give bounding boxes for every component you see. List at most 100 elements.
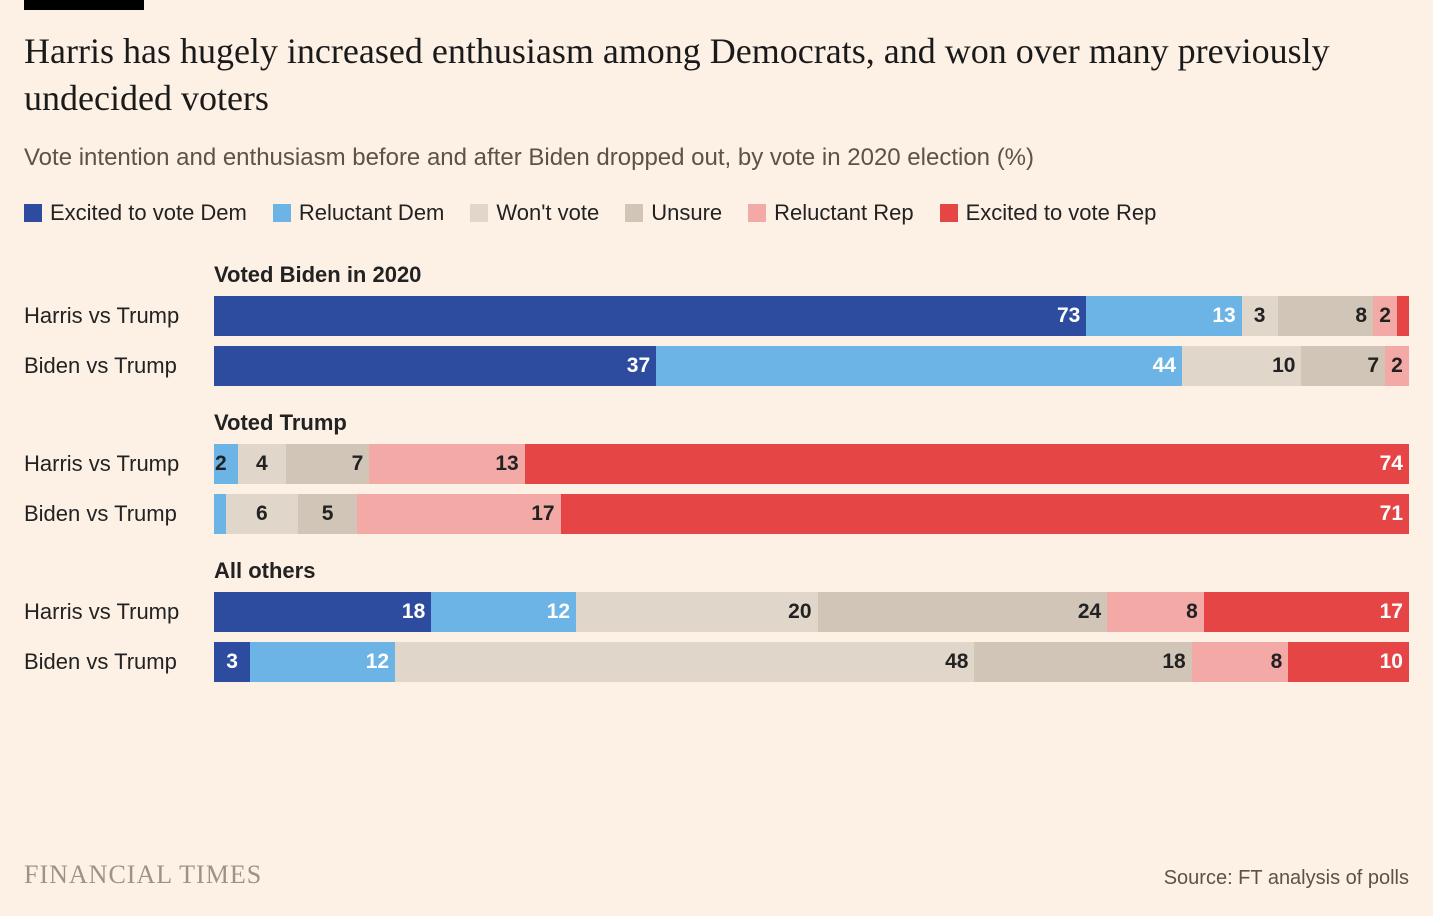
segment-value: 10 bbox=[1380, 650, 1403, 674]
row-label: Biden vs Trump bbox=[24, 649, 214, 675]
bar-segment: 4 bbox=[238, 444, 286, 484]
bar-group: All othersHarris vs Trump18122024817Bide… bbox=[24, 558, 1409, 684]
bar-segment: 8 bbox=[1192, 642, 1289, 682]
stacked-bar: 6 5 1771 bbox=[214, 494, 1409, 534]
bar-segment: 3 bbox=[214, 642, 250, 682]
legend-label: Unsure bbox=[651, 200, 722, 226]
legend-swatch bbox=[940, 204, 958, 222]
segment-value: 3 bbox=[1254, 304, 1266, 328]
legend-swatch bbox=[748, 204, 766, 222]
bar-segment: 18 bbox=[974, 642, 1191, 682]
bar-row: Harris vs Trump24 7 13 74 bbox=[24, 442, 1409, 486]
segment-value: 10 bbox=[1272, 354, 1295, 378]
segment-value: 18 bbox=[402, 600, 425, 624]
legend-label: Reluctant Dem bbox=[299, 200, 445, 226]
legend-item: Excited to vote Rep bbox=[940, 200, 1157, 226]
bar-segment: 2 bbox=[1385, 346, 1409, 386]
bar-segment: 18 bbox=[214, 592, 431, 632]
chart-subtitle: Vote intention and enthusiasm before and… bbox=[24, 144, 1409, 172]
segment-value: 20 bbox=[788, 600, 811, 624]
segment-value: 6 bbox=[256, 502, 268, 526]
bar-segment: 5 bbox=[298, 494, 358, 534]
legend-item: Reluctant Rep bbox=[748, 200, 913, 226]
legend-swatch bbox=[470, 204, 488, 222]
bar-segment: 74 bbox=[525, 444, 1409, 484]
row-label: Harris vs Trump bbox=[24, 451, 214, 477]
bar-segment: 17 bbox=[357, 494, 560, 534]
bar-segment: 10 bbox=[1288, 642, 1409, 682]
bar-segment: 7 bbox=[1301, 346, 1385, 386]
legend: Excited to vote Dem Reluctant Dem Won't vo… bbox=[24, 200, 1409, 226]
group-title: All others bbox=[214, 558, 1409, 584]
bar-segment: 20 bbox=[576, 592, 817, 632]
segment-value: 48 bbox=[945, 650, 968, 674]
segment-value: 5 bbox=[322, 502, 334, 526]
segment-value: 8 bbox=[1355, 304, 1367, 328]
bar-segment: 8 bbox=[1107, 592, 1204, 632]
bar-segment: 73 bbox=[214, 296, 1086, 336]
segment-value: 73 bbox=[1057, 304, 1080, 328]
segment-value: 12 bbox=[366, 650, 389, 674]
bar-row: Biden vs Trump 6 5 1771 bbox=[24, 492, 1409, 536]
segment-value: 3 bbox=[226, 650, 238, 674]
stacked-bar: 73 13 3 82 bbox=[214, 296, 1409, 336]
bar-segment: 12 bbox=[431, 592, 576, 632]
group-title: Voted Biden in 2020 bbox=[214, 262, 1409, 288]
segment-value: 4 bbox=[256, 452, 268, 476]
legend-swatch bbox=[24, 204, 42, 222]
bar-row: Harris vs Trump 73 13 3 82 bbox=[24, 294, 1409, 338]
source-label: Source: FT analysis of polls bbox=[1164, 867, 1409, 890]
bar-segment: 7 bbox=[286, 444, 370, 484]
chart-title: Harris has hugely increased enthusiasm a… bbox=[24, 28, 1404, 122]
segment-value: 17 bbox=[1380, 600, 1403, 624]
segment-value: 2 bbox=[1379, 304, 1391, 328]
stacked-bar: 3 12 48 18 8 10 bbox=[214, 642, 1409, 682]
legend-label: Excited to vote Dem bbox=[50, 200, 247, 226]
bar-segment: 71 bbox=[561, 494, 1409, 534]
bar-segment: 2 bbox=[214, 444, 238, 484]
segment-value: 7 bbox=[1367, 354, 1379, 378]
segment-value: 8 bbox=[1186, 600, 1198, 624]
bar-segment bbox=[214, 494, 226, 534]
legend-item: Unsure bbox=[625, 200, 722, 226]
bar-row: Harris vs Trump 1812 20 24 8 17 bbox=[24, 590, 1409, 634]
footer: FINANCIAL TIMES Source: FT analysis of p… bbox=[24, 860, 1409, 890]
stacked-bar: 1812 20 24 8 17 bbox=[214, 592, 1409, 632]
legend-swatch bbox=[273, 204, 291, 222]
stacked-bar: 24 7 13 74 bbox=[214, 444, 1409, 484]
segment-value: 8 bbox=[1271, 650, 1283, 674]
legend-item: Won't vote bbox=[470, 200, 599, 226]
legend-swatch bbox=[625, 204, 643, 222]
bar-segment: 3 bbox=[1242, 296, 1278, 336]
group-title: Voted Trump bbox=[214, 410, 1409, 436]
accent-bar bbox=[24, 0, 144, 10]
chart-body: Voted Biden in 2020Harris vs Trump731338… bbox=[24, 262, 1409, 684]
segment-value: 7 bbox=[352, 452, 364, 476]
segment-value: 2 bbox=[1391, 354, 1403, 378]
segment-value: 13 bbox=[1212, 304, 1235, 328]
legend-label: Reluctant Rep bbox=[774, 200, 913, 226]
bar-row: Biden vs Trump37441072 bbox=[24, 344, 1409, 388]
bar-segment: 10 bbox=[1182, 346, 1302, 386]
bar-segment: 37 bbox=[214, 346, 656, 386]
bar-row: Biden vs Trump 3 12 48 18 8 10 bbox=[24, 640, 1409, 684]
bar-group: Voted Biden in 2020Harris vs Trump 73 13 3 8… bbox=[24, 262, 1409, 388]
bar-segment bbox=[1397, 296, 1409, 336]
segment-value: 24 bbox=[1078, 600, 1101, 624]
brand-label: FINANCIAL TIMES bbox=[24, 860, 262, 890]
bar-segment: 8 bbox=[1278, 296, 1374, 336]
bar-segment: 6 bbox=[226, 494, 298, 534]
bar-segment: 17 bbox=[1204, 592, 1409, 632]
segment-value: 13 bbox=[495, 452, 518, 476]
bar-segment: 48 bbox=[395, 642, 974, 682]
bar-group: Voted TrumpHarris vs Trump24 7 13 74 Biden v… bbox=[24, 410, 1409, 536]
segment-value: 18 bbox=[1162, 650, 1185, 674]
row-label: Harris vs Trump bbox=[24, 599, 214, 625]
legend-label: Excited to vote Rep bbox=[966, 200, 1157, 226]
bar-segment: 12 bbox=[250, 642, 395, 682]
legend-item: Reluctant Dem bbox=[273, 200, 445, 226]
row-label: Harris vs Trump bbox=[24, 303, 214, 329]
row-label: Biden vs Trump bbox=[24, 501, 214, 527]
row-label: Biden vs Trump bbox=[24, 353, 214, 379]
bar-segment: 13 bbox=[369, 444, 524, 484]
